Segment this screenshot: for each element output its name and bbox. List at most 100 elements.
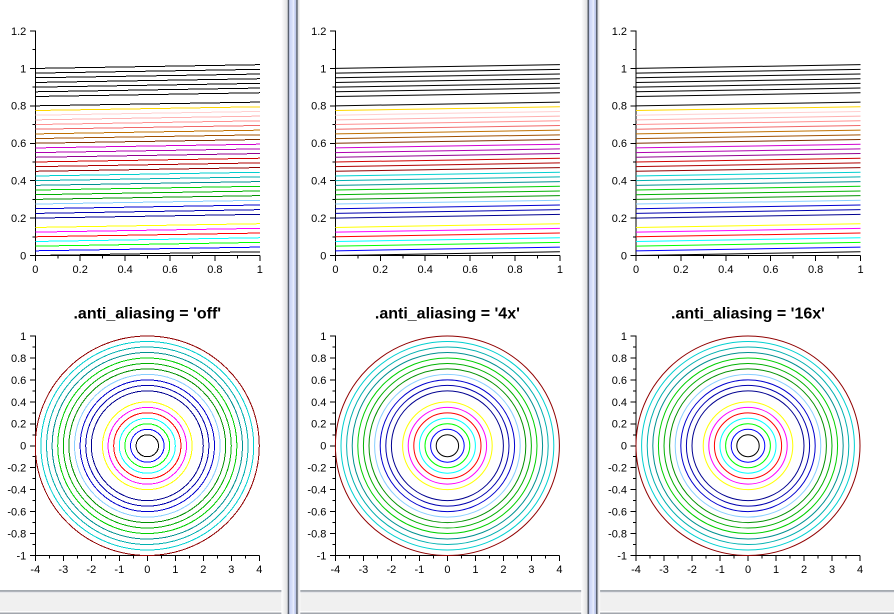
svg-text:-0.2: -0.2 [7, 463, 26, 475]
svg-text:1: 1 [857, 264, 863, 276]
svg-text:0.6: 0.6 [11, 138, 26, 150]
svg-text:-0.4: -0.4 [307, 485, 326, 497]
svg-text:0: 0 [20, 250, 26, 262]
svg-text:0.6: 0.6 [612, 138, 627, 150]
svg-text:1: 1 [320, 63, 326, 75]
svg-text:0.2: 0.2 [11, 419, 26, 431]
svg-text:0: 0 [621, 441, 627, 453]
svg-text:1: 1 [20, 63, 26, 75]
svg-text:-0.6: -0.6 [307, 507, 326, 519]
svg-text:1.2: 1.2 [311, 26, 326, 38]
svg-text:0.6: 0.6 [612, 375, 627, 387]
svg-text:0: 0 [32, 264, 38, 276]
svg-text:-3: -3 [58, 564, 68, 576]
svg-text:0.4: 0.4 [311, 397, 326, 409]
svg-text:-0.8: -0.8 [7, 528, 26, 540]
svg-text:2: 2 [200, 564, 206, 576]
svg-text:0: 0 [621, 250, 627, 262]
svg-text:0: 0 [332, 264, 338, 276]
svg-text:0: 0 [320, 250, 326, 262]
svg-text:-2: -2 [687, 564, 697, 576]
svg-text:-0.8: -0.8 [307, 528, 326, 540]
svg-text:1: 1 [320, 331, 326, 343]
svg-text:0.4: 0.4 [718, 264, 733, 276]
svg-text:-1: -1 [415, 564, 425, 576]
svg-text:1: 1 [773, 564, 779, 576]
svg-text:0.4: 0.4 [418, 264, 433, 276]
svg-text:1: 1 [621, 331, 627, 343]
svg-text:0.8: 0.8 [207, 264, 222, 276]
svg-text:-0.6: -0.6 [608, 507, 627, 519]
svg-text:0: 0 [633, 264, 639, 276]
svg-text:1: 1 [472, 564, 478, 576]
svg-text:-2: -2 [387, 564, 397, 576]
svg-text:0: 0 [20, 441, 26, 453]
svg-text:-0.2: -0.2 [608, 463, 627, 475]
svg-text:1: 1 [257, 264, 263, 276]
svg-text:0: 0 [144, 564, 150, 576]
svg-text:0.4: 0.4 [311, 176, 326, 188]
svg-text:0.8: 0.8 [311, 353, 326, 365]
svg-text:-4: -4 [331, 564, 341, 576]
svg-text:0.8: 0.8 [808, 264, 823, 276]
svg-text:0.6: 0.6 [462, 264, 477, 276]
svg-text:.anti_aliasing = '4x': .anti_aliasing = '4x' [375, 306, 520, 323]
svg-text:-0.4: -0.4 [7, 485, 26, 497]
svg-text:0.2: 0.2 [373, 264, 388, 276]
svg-text:-1: -1 [17, 550, 27, 562]
svg-text:0.4: 0.4 [612, 176, 627, 188]
svg-text:-4: -4 [30, 564, 40, 576]
svg-text:0: 0 [444, 564, 450, 576]
svg-text:.anti_aliasing = '16x': .anti_aliasing = '16x' [671, 306, 825, 323]
svg-text:3: 3 [829, 564, 835, 576]
svg-text:-4: -4 [631, 564, 641, 576]
svg-text:1: 1 [621, 63, 627, 75]
svg-text:-0.8: -0.8 [608, 528, 627, 540]
svg-text:-1: -1 [317, 550, 327, 562]
svg-text:0: 0 [745, 564, 751, 576]
svg-text:-1: -1 [715, 564, 725, 576]
svg-text:0.2: 0.2 [612, 213, 627, 225]
svg-text:0.8: 0.8 [311, 101, 326, 113]
svg-text:0.2: 0.2 [11, 213, 26, 225]
svg-text:-0.6: -0.6 [7, 507, 26, 519]
svg-text:0.4: 0.4 [117, 264, 132, 276]
svg-text:0.6: 0.6 [162, 264, 177, 276]
svg-text:0.8: 0.8 [11, 101, 26, 113]
svg-text:0.6: 0.6 [311, 138, 326, 150]
svg-text:0.6: 0.6 [311, 375, 326, 387]
svg-text:0.2: 0.2 [311, 419, 326, 431]
svg-text:-3: -3 [659, 564, 669, 576]
svg-text:-1: -1 [617, 550, 627, 562]
svg-text:0.6: 0.6 [763, 264, 778, 276]
svg-text:0.8: 0.8 [507, 264, 522, 276]
svg-text:1: 1 [20, 331, 26, 343]
svg-text:4: 4 [256, 564, 262, 576]
svg-text:0.2: 0.2 [612, 419, 627, 431]
svg-text:3: 3 [228, 564, 234, 576]
svg-text:0: 0 [320, 441, 326, 453]
svg-text:-0.2: -0.2 [307, 463, 326, 475]
svg-text:4: 4 [857, 564, 863, 576]
svg-text:0.8: 0.8 [612, 353, 627, 365]
svg-text:0.8: 0.8 [11, 353, 26, 365]
svg-text:0.4: 0.4 [11, 176, 26, 188]
svg-text:-0.4: -0.4 [608, 485, 627, 497]
svg-text:1.2: 1.2 [11, 26, 26, 38]
svg-text:0.2: 0.2 [311, 213, 326, 225]
svg-text:0.2: 0.2 [673, 264, 688, 276]
svg-text:-1: -1 [114, 564, 124, 576]
svg-text:-2: -2 [86, 564, 96, 576]
svg-text:.anti_aliasing = 'off': .anti_aliasing = 'off' [73, 306, 221, 323]
svg-text:1: 1 [557, 264, 563, 276]
svg-text:2: 2 [500, 564, 506, 576]
svg-text:1: 1 [172, 564, 178, 576]
svg-text:1.2: 1.2 [612, 26, 627, 38]
svg-text:0.6: 0.6 [11, 375, 26, 387]
svg-text:4: 4 [556, 564, 562, 576]
svg-text:0.8: 0.8 [612, 101, 627, 113]
svg-text:2: 2 [801, 564, 807, 576]
svg-text:0.2: 0.2 [73, 264, 88, 276]
svg-text:0.4: 0.4 [612, 397, 627, 409]
svg-text:3: 3 [528, 564, 534, 576]
